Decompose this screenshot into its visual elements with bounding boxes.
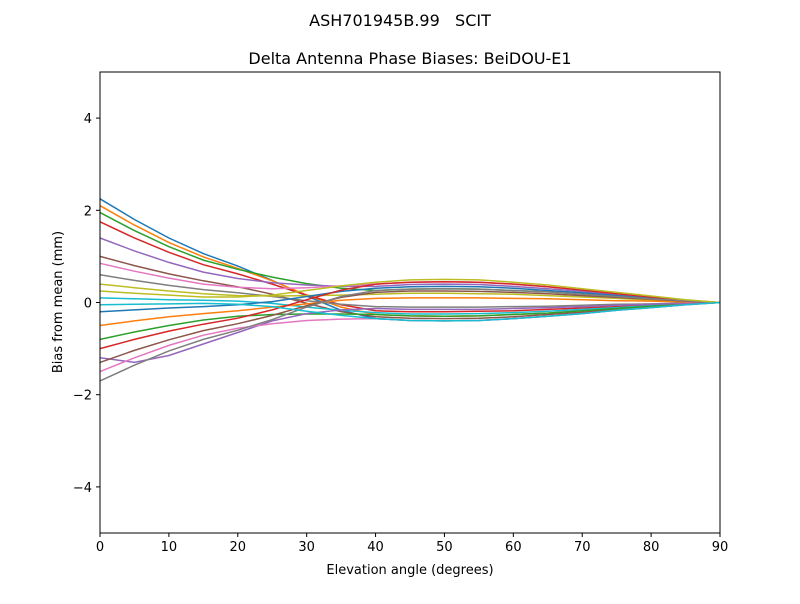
x-tick-label: 20 xyxy=(230,540,247,555)
series-line-19 xyxy=(99,278,721,304)
series-line-17 xyxy=(99,301,721,373)
x-axis: 0 10 20 30 40 50 60 70 80 90 xyxy=(96,533,728,555)
y-tick-label: 0 xyxy=(84,297,92,312)
series-line-4 xyxy=(99,221,721,313)
series-line-10 xyxy=(99,297,721,315)
y-axis: 4 2 0 −2 −4 xyxy=(73,112,100,496)
x-tick-label: 90 xyxy=(712,540,729,555)
y-tick-label: 4 xyxy=(84,112,92,127)
x-tick-label: 10 xyxy=(161,540,178,555)
x-tick-label: 60 xyxy=(505,540,522,555)
series-line-5 xyxy=(99,237,721,304)
series-line-11 xyxy=(99,285,721,313)
x-tick-label: 70 xyxy=(574,540,591,555)
x-axis-label: Elevation angle (degrees) xyxy=(326,563,493,578)
series-line-1 xyxy=(99,198,721,322)
series-line-9 xyxy=(99,283,721,304)
series-line-16 xyxy=(99,290,721,364)
y-tick-label: −2 xyxy=(73,389,92,404)
series-line-13 xyxy=(99,301,721,341)
chart-title: Delta Antenna Phase Biases: BeiDOU-E1 xyxy=(248,49,571,68)
series-line-15 xyxy=(99,301,721,364)
x-tick-label: 30 xyxy=(298,540,315,555)
series-line-18 xyxy=(99,287,721,382)
series-line-8 xyxy=(99,274,721,308)
series-lines xyxy=(99,198,721,382)
chart-suptitle: ASH701945B.99 SCIT xyxy=(309,11,491,30)
y-tick-label: −4 xyxy=(73,481,92,496)
x-tick-label: 80 xyxy=(643,540,660,555)
x-tick-label: 40 xyxy=(367,540,384,555)
series-line-6 xyxy=(99,255,721,320)
x-tick-label: 0 xyxy=(96,540,104,555)
x-tick-label: 50 xyxy=(436,540,453,555)
series-line-20 xyxy=(99,301,721,322)
series-line-14 xyxy=(99,281,721,350)
series-line-12 xyxy=(99,297,721,327)
y-axis-label: Bias from mean (mm) xyxy=(51,231,66,373)
y-tick-label: 2 xyxy=(84,204,92,219)
plot-area-frame xyxy=(99,71,721,534)
